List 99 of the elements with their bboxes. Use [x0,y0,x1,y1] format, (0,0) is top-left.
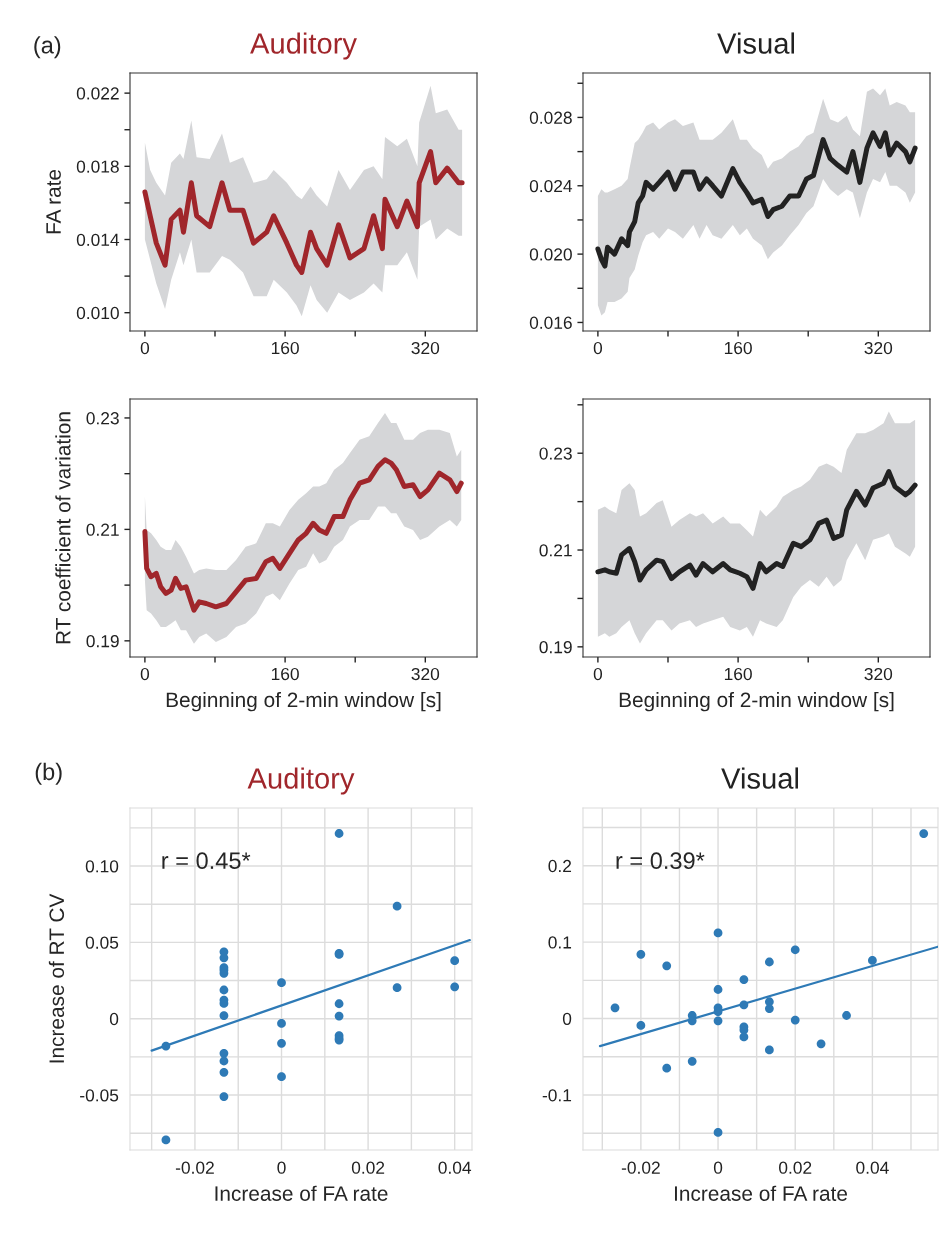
y-tick-label: 0.024 [529,179,573,193]
point [868,956,877,965]
point [919,829,929,838]
x-tick-label: 0.02 [779,1161,812,1174]
point [842,1011,851,1020]
x-tick-label: 0.04 [856,1161,889,1174]
point [636,1021,646,1030]
x-tick-label: 160 [271,667,299,681]
y-tick-label: 0.19 [86,635,119,648]
x-tick-label: 320 [864,667,893,681]
x-tick-label: 0 [140,341,150,355]
y-tick-label: 0.19 [539,641,572,654]
x-tick-label: 160 [724,667,752,681]
y-tick-label: 0.014 [76,233,120,246]
text: (b) [35,762,62,785]
point [277,1038,286,1048]
y-tick-label: 0.028 [529,111,572,124]
point [219,953,229,963]
point [277,1019,286,1028]
chart-title: Visual [721,767,799,789]
x-axis-title: Increase of FA rate [674,1185,848,1201]
point [764,1004,774,1014]
point [739,975,749,984]
x-tick-label: 0 [713,1161,723,1174]
point [764,1045,774,1055]
point [219,985,229,995]
point [662,1063,672,1073]
x-tick-label: 0 [140,667,150,681]
point [277,978,286,988]
y-axis-title: FA rate [46,169,61,234]
point [392,983,402,993]
point [219,1092,229,1101]
x-tick-label: -0.02 [175,1161,214,1174]
y-axis-title: RT coefficient of variation [55,412,71,644]
point [219,1067,229,1077]
y-tick-label: 0.022 [76,87,119,100]
point [161,1041,171,1051]
x-tick-label: 320 [411,341,440,355]
point [392,901,402,911]
point [739,1032,749,1042]
point [713,928,723,938]
point [687,1056,697,1066]
point [739,1000,749,1010]
y-tick-label: -0.05 [80,1089,119,1102]
x-axis-title: Beginning of 2-min window [s] [166,691,441,712]
point [277,1072,286,1082]
y-tick-label: 0 [109,1012,119,1026]
point [662,961,672,971]
point [219,1011,229,1021]
point [334,1011,344,1021]
point [790,945,800,955]
x-tick-label: 0.04 [438,1161,472,1174]
y-tick-label: 0.23 [539,447,572,460]
y-axis-title: Increase of RT CV [48,893,65,1063]
y-tick-label: 0.018 [76,160,119,173]
x-tick-label: 0.02 [351,1161,385,1174]
x-axis-title: Beginning of 2-min window [s] [619,691,894,712]
annotation: r = 0.39* [616,852,705,870]
x-tick-label: 320 [864,341,893,355]
y-tick-label: 0 [562,1012,572,1026]
point [334,829,344,838]
y-tick-label: 0.21 [86,523,119,536]
point [713,985,723,994]
point [450,956,460,966]
y-tick-label: 0.1 [548,936,572,949]
text: (a) [34,36,61,59]
y-tick-label: 0.10 [85,860,119,873]
point [790,1015,800,1025]
point [764,957,774,967]
x-tick-label: 0 [593,667,603,681]
y-tick-label: 0.2 [548,859,572,873]
y-tick-label: 0.23 [86,412,119,425]
point [219,1048,229,1058]
y-tick-label: 0.05 [85,936,119,949]
x-tick-label: 160 [271,341,299,355]
y-tick-label: 0.020 [529,248,572,261]
y-tick-label: 0.010 [76,306,119,320]
x-axis-title: Increase of FA rate [215,1185,388,1201]
y-tick-label: -0.1 [542,1089,572,1102]
point [450,982,460,992]
x-tick-label: -0.02 [621,1161,660,1174]
y-tick-label: 0.21 [539,544,572,557]
point [636,949,646,959]
point [161,1135,171,1145]
annotation: r = 0.45* [162,852,251,870]
point [713,1128,723,1137]
y-tick-label: 0.016 [529,316,572,329]
chart-title: Auditory [247,767,355,795]
point [816,1039,826,1049]
x-tick-label: 320 [411,667,440,681]
point [334,999,344,1009]
x-tick-label: 0 [593,341,603,355]
point [219,1056,229,1066]
point [713,1016,723,1026]
x-tick-label: 0 [277,1161,286,1174]
point [610,1003,620,1013]
x-tick-label: 160 [724,341,752,355]
chart-title: Auditory [250,32,357,60]
chart-title: Visual [717,32,795,54]
